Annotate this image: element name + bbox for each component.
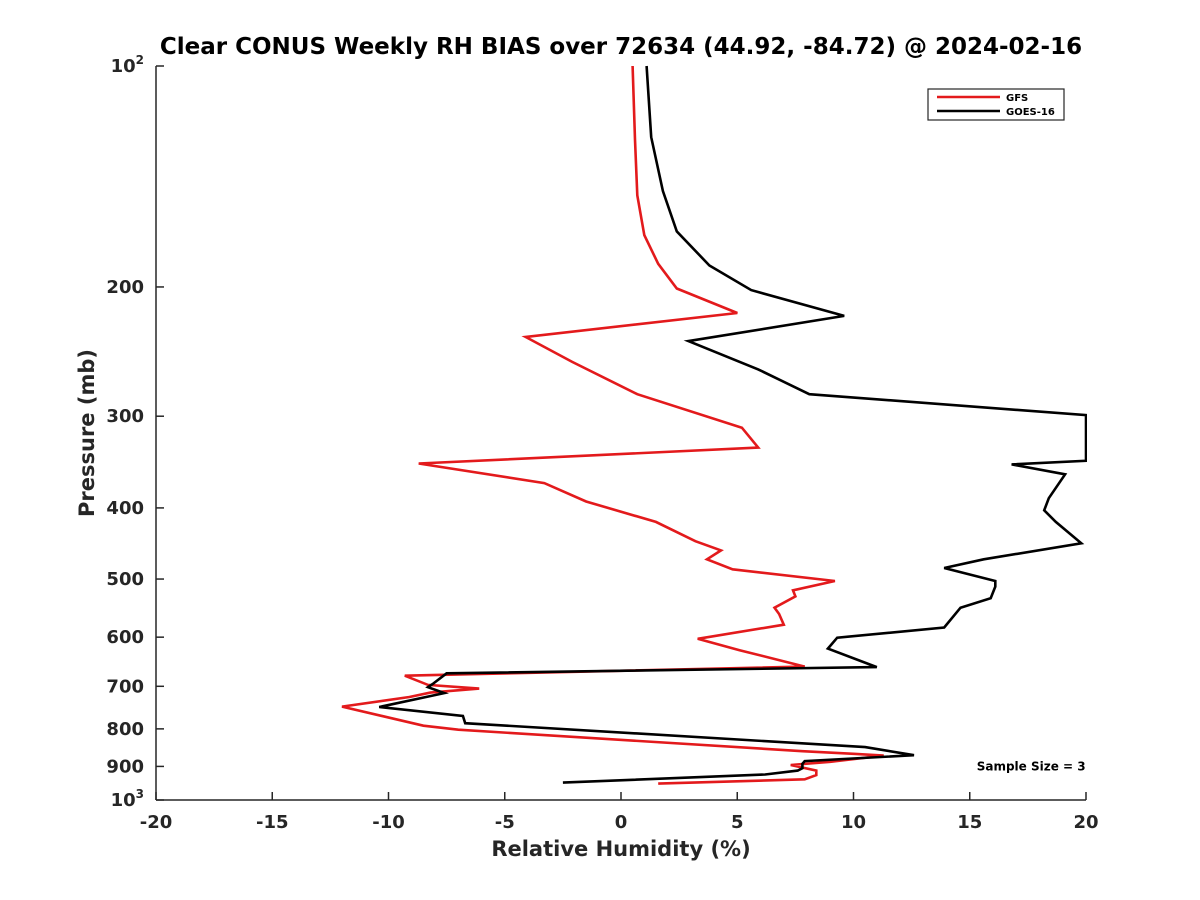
series-line-gfs — [341, 65, 884, 785]
y-tick-label: 700 — [106, 676, 144, 697]
x-tick-label: -5 — [495, 812, 515, 833]
y-tick-label: 900 — [106, 756, 144, 777]
y-tick-label-base: 10 — [111, 56, 136, 77]
legend-label-goes16: GOES-16 — [1006, 107, 1055, 118]
y-tick-label: 400 — [106, 498, 144, 519]
x-axis-ticks: -20 -15 -10 -5 0 5 10 15 20 — [140, 792, 1099, 833]
x-tick-label: 15 — [957, 812, 982, 833]
y-tick-label: 102 — [111, 53, 144, 77]
x-tick-label: -20 — [140, 812, 173, 833]
legend: GFS GOES-16 — [927, 88, 1065, 121]
x-axis-label: Relative Humidity (%) — [491, 837, 750, 861]
x-tick-label: 10 — [841, 812, 866, 833]
x-tick-label: 20 — [1073, 812, 1098, 833]
legend-label-gfs: GFS — [1006, 93, 1028, 104]
x-tick-label: 5 — [731, 812, 744, 833]
y-tick-label-exponent: 3 — [136, 787, 144, 801]
sample-size-annotation: Sample Size = 3 — [977, 759, 1086, 773]
y-tick-label: 200 — [106, 277, 144, 298]
plot-area — [341, 65, 1087, 785]
y-tick-label: 500 — [106, 569, 144, 590]
x-tick-label: -15 — [256, 812, 289, 833]
y-tick-label: 103 — [111, 787, 144, 811]
y-tick-label: 800 — [106, 719, 144, 740]
y-tick-label: 300 — [106, 406, 144, 427]
series-line-goes16 — [378, 65, 1087, 784]
x-tick-label: 0 — [615, 812, 628, 833]
y-tick-label-exponent: 2 — [136, 53, 144, 67]
y-tick-label-base: 10 — [111, 790, 136, 811]
y-axis-label: Pressure (mb) — [75, 349, 99, 517]
legend-box — [927, 88, 1065, 121]
x-tick-label: -10 — [372, 812, 405, 833]
chart-title: Clear CONUS Weekly RH BIAS over 72634 (4… — [160, 34, 1082, 60]
y-tick-label: 600 — [106, 627, 144, 648]
